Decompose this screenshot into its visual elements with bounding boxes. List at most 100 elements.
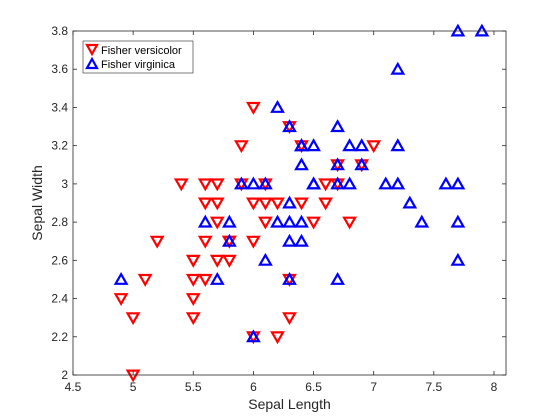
- virginica-point: [438, 176, 454, 190]
- versicolor-point: [294, 197, 309, 211]
- y-tick-label: 3.4: [51, 100, 68, 114]
- virginica-point: [234, 176, 249, 190]
- virginica-point: [209, 271, 225, 285]
- virginica-point: [258, 252, 273, 266]
- virginica-point: [342, 176, 357, 190]
- versicolor-point: [185, 312, 201, 326]
- versicolor-point: [306, 216, 321, 230]
- legend-label-virginica: Fisher virginica: [101, 59, 176, 71]
- versicolor-point: [113, 293, 129, 307]
- virginica-point: [306, 176, 321, 190]
- versicolor-point: [185, 273, 201, 287]
- x-tick-label: 6: [250, 380, 257, 394]
- virginica-point: [294, 233, 309, 247]
- x-tick-label: 6.5: [305, 380, 322, 394]
- virginica-point: [282, 271, 297, 285]
- axes-box: [72, 30, 507, 376]
- virginica-point: [270, 99, 285, 113]
- legend: Fisher versicolor Fisher virginica: [82, 40, 194, 74]
- y-tick-label: 2.4: [51, 292, 68, 306]
- versicolor-point: [222, 254, 237, 268]
- versicolor-point: [209, 178, 225, 192]
- virginica-point: [246, 329, 261, 343]
- versicolor-point: [258, 216, 273, 230]
- legend-marker-virginica: [85, 56, 99, 70]
- virginica-point: [450, 176, 466, 190]
- virginica-point: [390, 138, 406, 152]
- virginica-point: [390, 61, 406, 75]
- versicolor-point: [209, 197, 225, 211]
- virginica-point: [330, 119, 345, 133]
- virginica-point: [414, 214, 430, 228]
- y-tick-label: 2.8: [51, 215, 68, 229]
- x-axis-label: Sepal Length: [248, 396, 331, 412]
- versicolor-point: [185, 254, 201, 268]
- virginica-point: [330, 176, 345, 190]
- versicolor-point: [366, 140, 382, 154]
- x-tick-label: 7: [370, 380, 377, 394]
- versicolor-point: [318, 197, 333, 211]
- versicolor-point: [246, 235, 261, 249]
- markers-layer: [113, 23, 490, 383]
- versicolor-point: [234, 140, 249, 154]
- versicolor-point: [246, 101, 261, 115]
- virginica-point: [354, 157, 370, 171]
- y-tick-label: 3.8: [51, 24, 68, 38]
- y-tick-label: 3.6: [51, 62, 68, 76]
- virginica-point: [306, 138, 321, 152]
- virginica-point: [197, 214, 213, 228]
- x-tick-label: 5: [130, 380, 137, 394]
- virginica-point: [450, 252, 466, 266]
- virginica-point: [222, 214, 237, 228]
- y-tick-label: 3.2: [51, 139, 68, 153]
- virginica-point: [450, 214, 466, 228]
- virginica-point: [390, 176, 406, 190]
- y-tick-label: 2: [61, 368, 68, 382]
- ticks-layer: 4.5 5 5.5 6 6.5 7 7.5 8 2 2.2 2.4 2.6 2.8 3 3.2 3.4 3.6 3…: [51, 24, 506, 394]
- versicolor-point: [125, 312, 141, 326]
- axes-background: [73, 31, 506, 375]
- virginica-point: [282, 195, 297, 209]
- virginica-point: [246, 176, 261, 190]
- versicolor-point: [185, 293, 201, 307]
- virginica-point: [294, 214, 309, 228]
- x-tick-label: 8: [491, 380, 498, 394]
- virginica-point: [330, 157, 345, 171]
- versicolor-point: [125, 369, 141, 383]
- versicolor-point: [173, 178, 189, 192]
- versicolor-point: [318, 178, 333, 192]
- virginica-point: [282, 214, 297, 228]
- versicolor-point: [197, 235, 213, 249]
- virginica-point: [330, 271, 345, 285]
- virginica-point: [222, 233, 237, 247]
- versicolor-point: [258, 197, 273, 211]
- legend-marker-versicolor: [85, 43, 99, 57]
- versicolor-point: [149, 235, 165, 249]
- y-tick-label: 3: [61, 177, 68, 191]
- legend-label-versicolor: Fisher versicolor: [101, 45, 182, 57]
- versicolor-point: [197, 178, 213, 192]
- virginica-point: [294, 138, 309, 152]
- virginica-point: [402, 195, 418, 209]
- y-tick-label: 2.2: [51, 330, 68, 344]
- versicolor-point: [137, 273, 153, 287]
- virginica-point: [282, 233, 297, 247]
- versicolor-point: [197, 197, 213, 211]
- x-tick-label: 4.5: [65, 380, 82, 394]
- versicolor-point: [270, 331, 285, 345]
- versicolor-point: [342, 216, 357, 230]
- virginica-point: [113, 271, 129, 285]
- versicolor-point: [246, 197, 261, 211]
- virginica-point: [282, 119, 297, 133]
- x-tick-label: 5.5: [185, 380, 202, 394]
- x-tick-label: 7.5: [425, 380, 442, 394]
- y-tick-label: 2.6: [51, 253, 68, 267]
- virginica-point: [342, 138, 357, 152]
- versicolor-point: [197, 273, 213, 287]
- y-axis-label: Sepal Width: [29, 165, 45, 240]
- versicolor-point: [209, 254, 225, 268]
- virginica-point: [294, 157, 309, 171]
- versicolor-point: [209, 216, 225, 230]
